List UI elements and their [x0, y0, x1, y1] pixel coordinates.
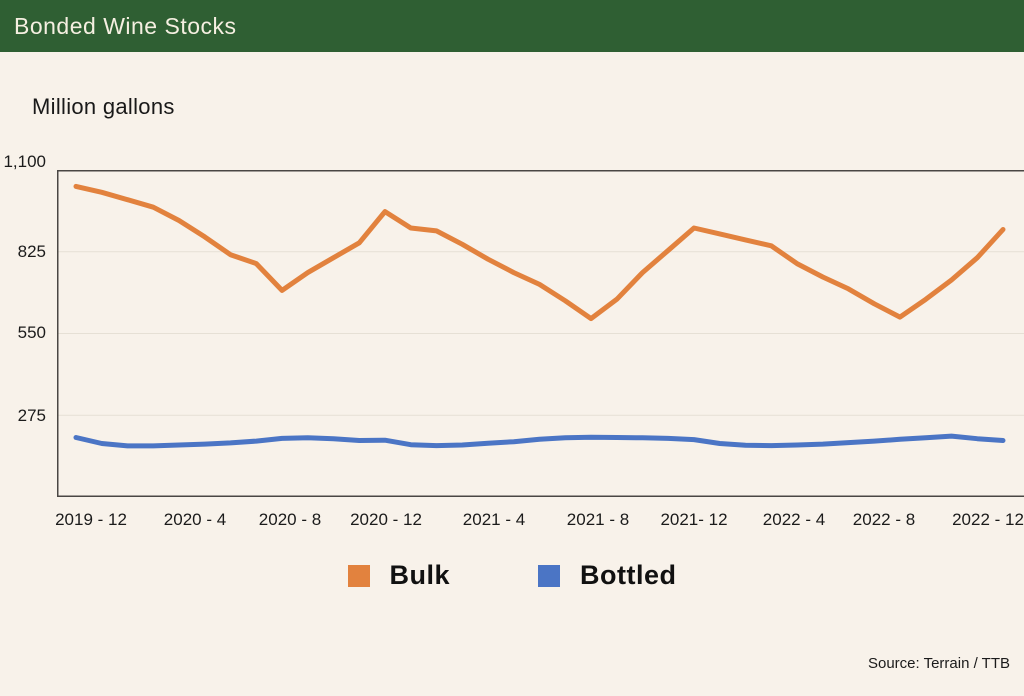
x-tick-label: 2022 - 4 — [762, 510, 826, 529]
chart-legend: Bulk Bottled — [0, 560, 1024, 591]
plot-area — [57, 170, 1024, 497]
x-tick-label: 2022 - 12 — [952, 510, 1024, 529]
y-axis-units-label: Million gallons — [32, 94, 175, 119]
x-tick-label: 2020 - 4 — [163, 510, 227, 529]
legend-swatch-icon — [538, 564, 561, 587]
legend-item-bottled: Bottled — [538, 560, 676, 591]
y-tick-label: 550 — [17, 323, 46, 342]
x-tick-label: 2019 - 12 — [55, 510, 127, 529]
page-title: Bonded Wine Stocks — [14, 12, 237, 39]
bottled-line — [73, 433, 1006, 449]
legend-label: Bottled — [580, 560, 677, 590]
x-tick-label: 2020 - 12 — [350, 510, 422, 529]
x-tick-label: 2021- 12 — [660, 510, 728, 529]
legend-swatch-icon — [347, 564, 370, 587]
source-attribution: Source: Terrain / TTB — [867, 655, 1010, 672]
legend-label: Bulk — [389, 560, 451, 590]
x-tick-label: 2022 - 8 — [852, 510, 916, 529]
x-tick-label: 2020 - 8 — [258, 510, 322, 529]
x-tick-label: 2021 - 8 — [566, 510, 630, 529]
bulk-line — [73, 183, 1006, 322]
x-tick-label: 2021 - 4 — [462, 510, 526, 529]
line-chart-svg — [57, 170, 1024, 497]
y-tick-label: 275 — [17, 406, 46, 425]
header-bar: Bonded Wine Stocks — [0, 0, 1024, 52]
y-tick-label: 825 — [17, 242, 46, 261]
legend-item-bulk: Bulk — [347, 560, 451, 591]
y-tick-label: 1,100 — [3, 152, 46, 171]
